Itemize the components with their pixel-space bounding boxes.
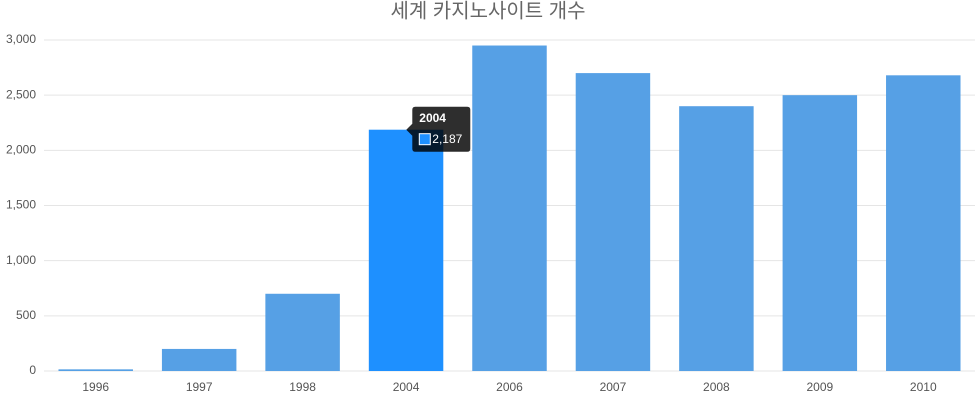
x-tick-label: 2007 — [600, 380, 627, 394]
y-tick-label: 2,500 — [6, 87, 36, 101]
y-tick-label: 1,500 — [6, 198, 36, 212]
x-tick-label: 2010 — [910, 380, 937, 394]
x-tick-label: 2006 — [496, 380, 523, 394]
bar — [575, 73, 651, 371]
y-tick-label: 0 — [29, 363, 36, 377]
tooltip-title: 2004 — [419, 111, 446, 125]
bar — [161, 348, 237, 371]
bar — [782, 95, 858, 372]
y-tick-label: 1,000 — [6, 253, 36, 267]
tooltip-value: 2,187 — [432, 132, 462, 146]
bar — [368, 129, 444, 371]
bar — [679, 106, 754, 371]
chart-title: 세계 카지노사이트 개수 — [390, 0, 585, 22]
bar — [886, 75, 961, 371]
y-tick-label: 500 — [16, 308, 36, 322]
x-tick-label: 2004 — [393, 380, 420, 394]
x-tick-label: 1997 — [186, 380, 213, 394]
x-tick-label: 1998 — [289, 380, 316, 394]
tooltip: 2004 2,187 — [406, 106, 471, 152]
x-tick-label: 2008 — [703, 380, 730, 394]
bar — [58, 369, 133, 371]
bar — [472, 45, 547, 372]
tooltip-swatch — [418, 133, 431, 146]
y-tick-label: 3,000 — [6, 32, 36, 46]
bar — [265, 293, 340, 371]
x-tick-label: 2009 — [806, 380, 833, 394]
x-tick-label: 1996 — [82, 380, 109, 394]
y-tick-label: 2,000 — [6, 143, 36, 157]
